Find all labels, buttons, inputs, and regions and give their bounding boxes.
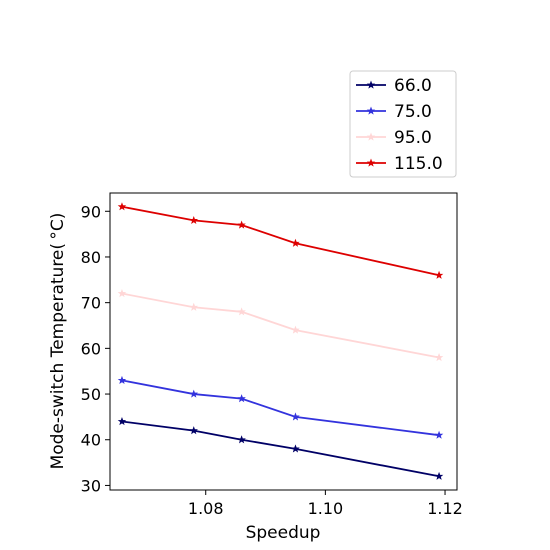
y-tick-label: 50 <box>81 385 101 404</box>
data-point <box>117 375 127 384</box>
series-line <box>121 205 440 277</box>
data-point <box>189 215 198 225</box>
legend-marker <box>366 106 376 115</box>
data-point <box>434 471 444 480</box>
x-tick-label: 1.08 <box>188 499 224 518</box>
y-axis-label: Mode-switch Temperature( °C) <box>48 213 68 470</box>
x-tick-label: 1.10 <box>308 499 344 518</box>
data-point <box>189 302 198 311</box>
series-75.0 <box>117 375 444 439</box>
legend-label: 66.0 <box>394 76 432 96</box>
data-point <box>237 394 246 403</box>
y-tick-label: 80 <box>81 248 101 267</box>
legend-label: 75.0 <box>394 102 432 122</box>
legend-box <box>349 70 457 178</box>
legend-marker <box>366 132 376 141</box>
data-point <box>237 435 246 444</box>
legend-label: 115.0 <box>394 154 443 174</box>
data-point <box>237 220 246 229</box>
series-line <box>121 292 440 359</box>
legend-item: 115.0 <box>356 154 443 174</box>
data-point <box>189 389 198 398</box>
plot-frame <box>109 192 458 491</box>
y-tick-label: 70 <box>81 294 101 313</box>
data-point <box>434 430 444 439</box>
data-point <box>291 444 300 453</box>
data-point <box>291 412 300 421</box>
data-point <box>434 270 444 279</box>
data-point <box>117 416 127 426</box>
legend-marker <box>366 80 376 89</box>
data-point <box>117 202 127 211</box>
legend-item: 95.0 <box>356 128 432 148</box>
legend-marker <box>366 158 376 167</box>
x-axis-label: Speedup <box>246 523 321 543</box>
y-tick-label: 60 <box>81 339 101 358</box>
legend: 66.0 75.0 95.0 115.0 <box>349 70 457 178</box>
legend-item: 66.0 <box>356 76 432 96</box>
y-tick-label: 30 <box>81 476 101 495</box>
data-point <box>434 353 444 362</box>
data-point <box>291 238 300 247</box>
x-tick-label: 1.12 <box>427 499 463 518</box>
series-95.0 <box>117 289 444 362</box>
legend-label: 95.0 <box>394 128 432 148</box>
y-tick-label: 90 <box>81 202 101 221</box>
data-point <box>189 426 198 435</box>
data-point <box>291 325 300 334</box>
data-point <box>117 289 127 298</box>
series-66.0 <box>117 416 444 480</box>
series-115.0 <box>117 202 444 279</box>
y-tick-label: 40 <box>81 431 101 450</box>
legend-item: 75.0 <box>356 102 432 122</box>
data-point <box>237 307 246 316</box>
